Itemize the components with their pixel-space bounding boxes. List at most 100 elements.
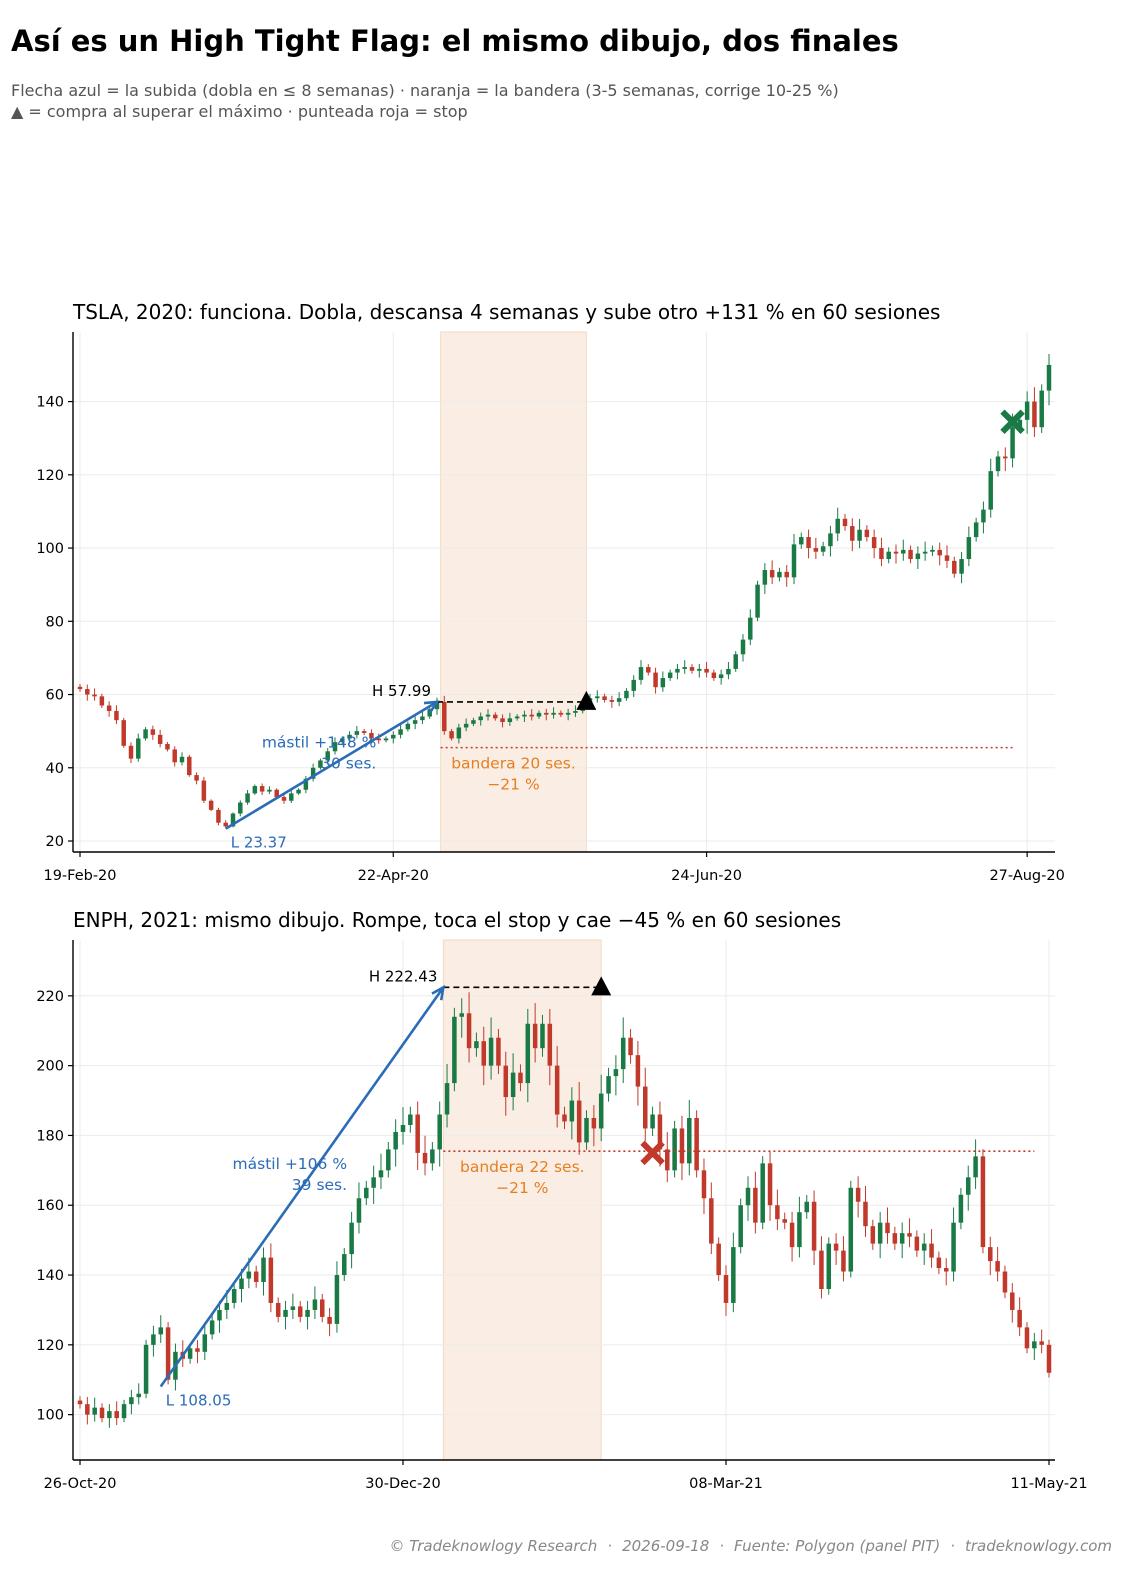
tsla-candle xyxy=(340,736,345,745)
tsla-candle xyxy=(398,724,403,739)
enph-candle-body xyxy=(481,1041,487,1066)
tsla-candle xyxy=(952,556,957,578)
enph-candle-body xyxy=(297,1306,303,1317)
enph-candle-body xyxy=(474,1041,479,1049)
enph-candle-body xyxy=(275,1302,281,1317)
tsla-candle xyxy=(791,534,797,585)
enph-candle xyxy=(606,1067,611,1102)
tsla-candle-body xyxy=(748,617,753,640)
enph-candle xyxy=(929,1229,934,1268)
tsla-mast-annotation: mástil +148 % xyxy=(262,733,377,751)
tsla-candle-body xyxy=(820,546,826,552)
enph-x-tick-label: 11-May-21 xyxy=(1010,1476,1087,1492)
tsla-high-label: H 57.99 xyxy=(372,682,431,700)
enph-candle-body xyxy=(121,1404,127,1419)
enph-candle xyxy=(753,1171,758,1234)
enph-candle-body xyxy=(855,1187,861,1202)
enph-candle-body xyxy=(826,1243,832,1289)
enph-candle-body xyxy=(503,1065,509,1098)
enph-candle-body xyxy=(628,1037,633,1056)
enph-candle xyxy=(569,1087,575,1140)
tsla-candle-body xyxy=(667,672,673,679)
enph-candle-body xyxy=(1010,1292,1015,1310)
tsla-candle xyxy=(769,560,775,585)
tsla-candle-body xyxy=(1024,401,1030,420)
tsla-candle-body xyxy=(529,714,534,717)
enph-candle-body xyxy=(518,1072,523,1084)
enph-candle xyxy=(584,1110,589,1150)
enph-candle xyxy=(672,1120,677,1178)
enph-candle xyxy=(767,1151,773,1221)
enph-candle-body xyxy=(936,1257,942,1269)
enph-candle xyxy=(841,1236,846,1282)
tsla-candle xyxy=(558,710,564,718)
tsla-candle-body xyxy=(500,718,505,722)
tsla-candle xyxy=(208,799,214,812)
tsla-candle-body xyxy=(412,720,418,724)
tsla-candle-body xyxy=(223,822,228,827)
tsla-candle xyxy=(223,820,228,829)
tsla-candle xyxy=(718,669,724,685)
enph-candle-body xyxy=(775,1205,780,1220)
tsla-candle-body xyxy=(361,731,367,733)
enph-candle xyxy=(797,1196,802,1258)
tsla-candle xyxy=(1024,391,1030,434)
enph-candle xyxy=(877,1211,883,1259)
enph-candle xyxy=(1046,1339,1052,1378)
tsla-candle-body xyxy=(427,709,432,717)
enph-candle xyxy=(202,1322,208,1361)
tsla-candle xyxy=(383,736,389,743)
enph-candle-body xyxy=(819,1250,824,1289)
enph-candle-body xyxy=(672,1128,677,1171)
enph-candle-body xyxy=(914,1236,920,1251)
tsla-candle xyxy=(937,542,942,566)
tsla-candle xyxy=(959,551,964,584)
enph-candle xyxy=(782,1212,787,1230)
tsla-candle-body xyxy=(1010,427,1015,459)
enph-candle xyxy=(951,1207,956,1282)
enph-candle xyxy=(151,1325,156,1357)
enph-candle-body xyxy=(841,1250,846,1272)
tsla-candle xyxy=(347,731,352,744)
tsla-mast-arrowhead xyxy=(423,700,440,714)
tsla-candle xyxy=(922,541,928,561)
enph-candle xyxy=(826,1237,832,1295)
tsla-candle-body xyxy=(391,734,396,739)
enph-flag-annotation: −21 % xyxy=(496,1179,548,1197)
tsla-candle xyxy=(973,517,979,542)
tsla-candle-body xyxy=(565,712,571,715)
enph-candle xyxy=(547,1008,553,1086)
tsla-candle xyxy=(238,800,243,817)
enph-candle xyxy=(811,1190,817,1265)
tsla-candle-body xyxy=(624,690,629,699)
tsla-candle-body xyxy=(340,738,345,743)
tsla-candle-body xyxy=(799,537,804,545)
enph-candle-body xyxy=(488,1037,494,1066)
tsla-x-tick-label: 24-Jun-20 xyxy=(671,868,742,884)
main-title: Así es un High Tight Flag: el mismo dibu… xyxy=(11,24,899,58)
tsla-candle-body xyxy=(879,548,884,560)
tsla-candle-body xyxy=(915,553,921,560)
enph-candle-body xyxy=(158,1327,164,1335)
tsla-candle-body xyxy=(806,537,811,549)
tsla-y-tick-label: 60 xyxy=(46,688,64,704)
enph-candle xyxy=(415,1101,420,1170)
enph-candle xyxy=(408,1106,413,1133)
tsla-candle-body xyxy=(201,780,207,801)
tsla-candle-body xyxy=(602,696,607,701)
tsla-candle xyxy=(879,537,884,567)
tsla-candle xyxy=(77,684,83,692)
enph-candle xyxy=(349,1211,354,1269)
tsla-candle xyxy=(179,752,185,766)
enph-candle-body xyxy=(995,1261,1000,1272)
tsla-candle xyxy=(536,710,542,719)
enph-candle-body xyxy=(679,1128,685,1164)
tsla-candle xyxy=(157,729,163,748)
tsla-candle-body xyxy=(121,720,126,746)
tsla-candle-body xyxy=(871,537,877,549)
enph-candle-body xyxy=(305,1309,310,1317)
enph-low-label: L 108.05 xyxy=(166,1392,232,1410)
enph-candle-body xyxy=(650,1114,655,1129)
tsla-candle-body xyxy=(238,802,243,814)
enph-candle xyxy=(907,1218,912,1248)
